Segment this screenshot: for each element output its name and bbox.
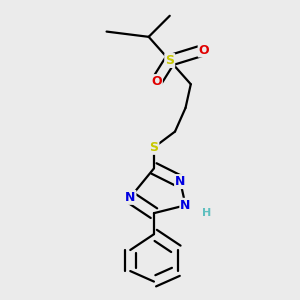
Text: O: O [151, 75, 162, 88]
Text: N: N [125, 191, 136, 204]
Text: N: N [175, 175, 185, 188]
Text: H: H [202, 208, 211, 218]
Text: O: O [199, 44, 209, 56]
Text: S: S [149, 141, 158, 154]
Text: S: S [165, 54, 174, 67]
Text: N: N [180, 199, 191, 212]
